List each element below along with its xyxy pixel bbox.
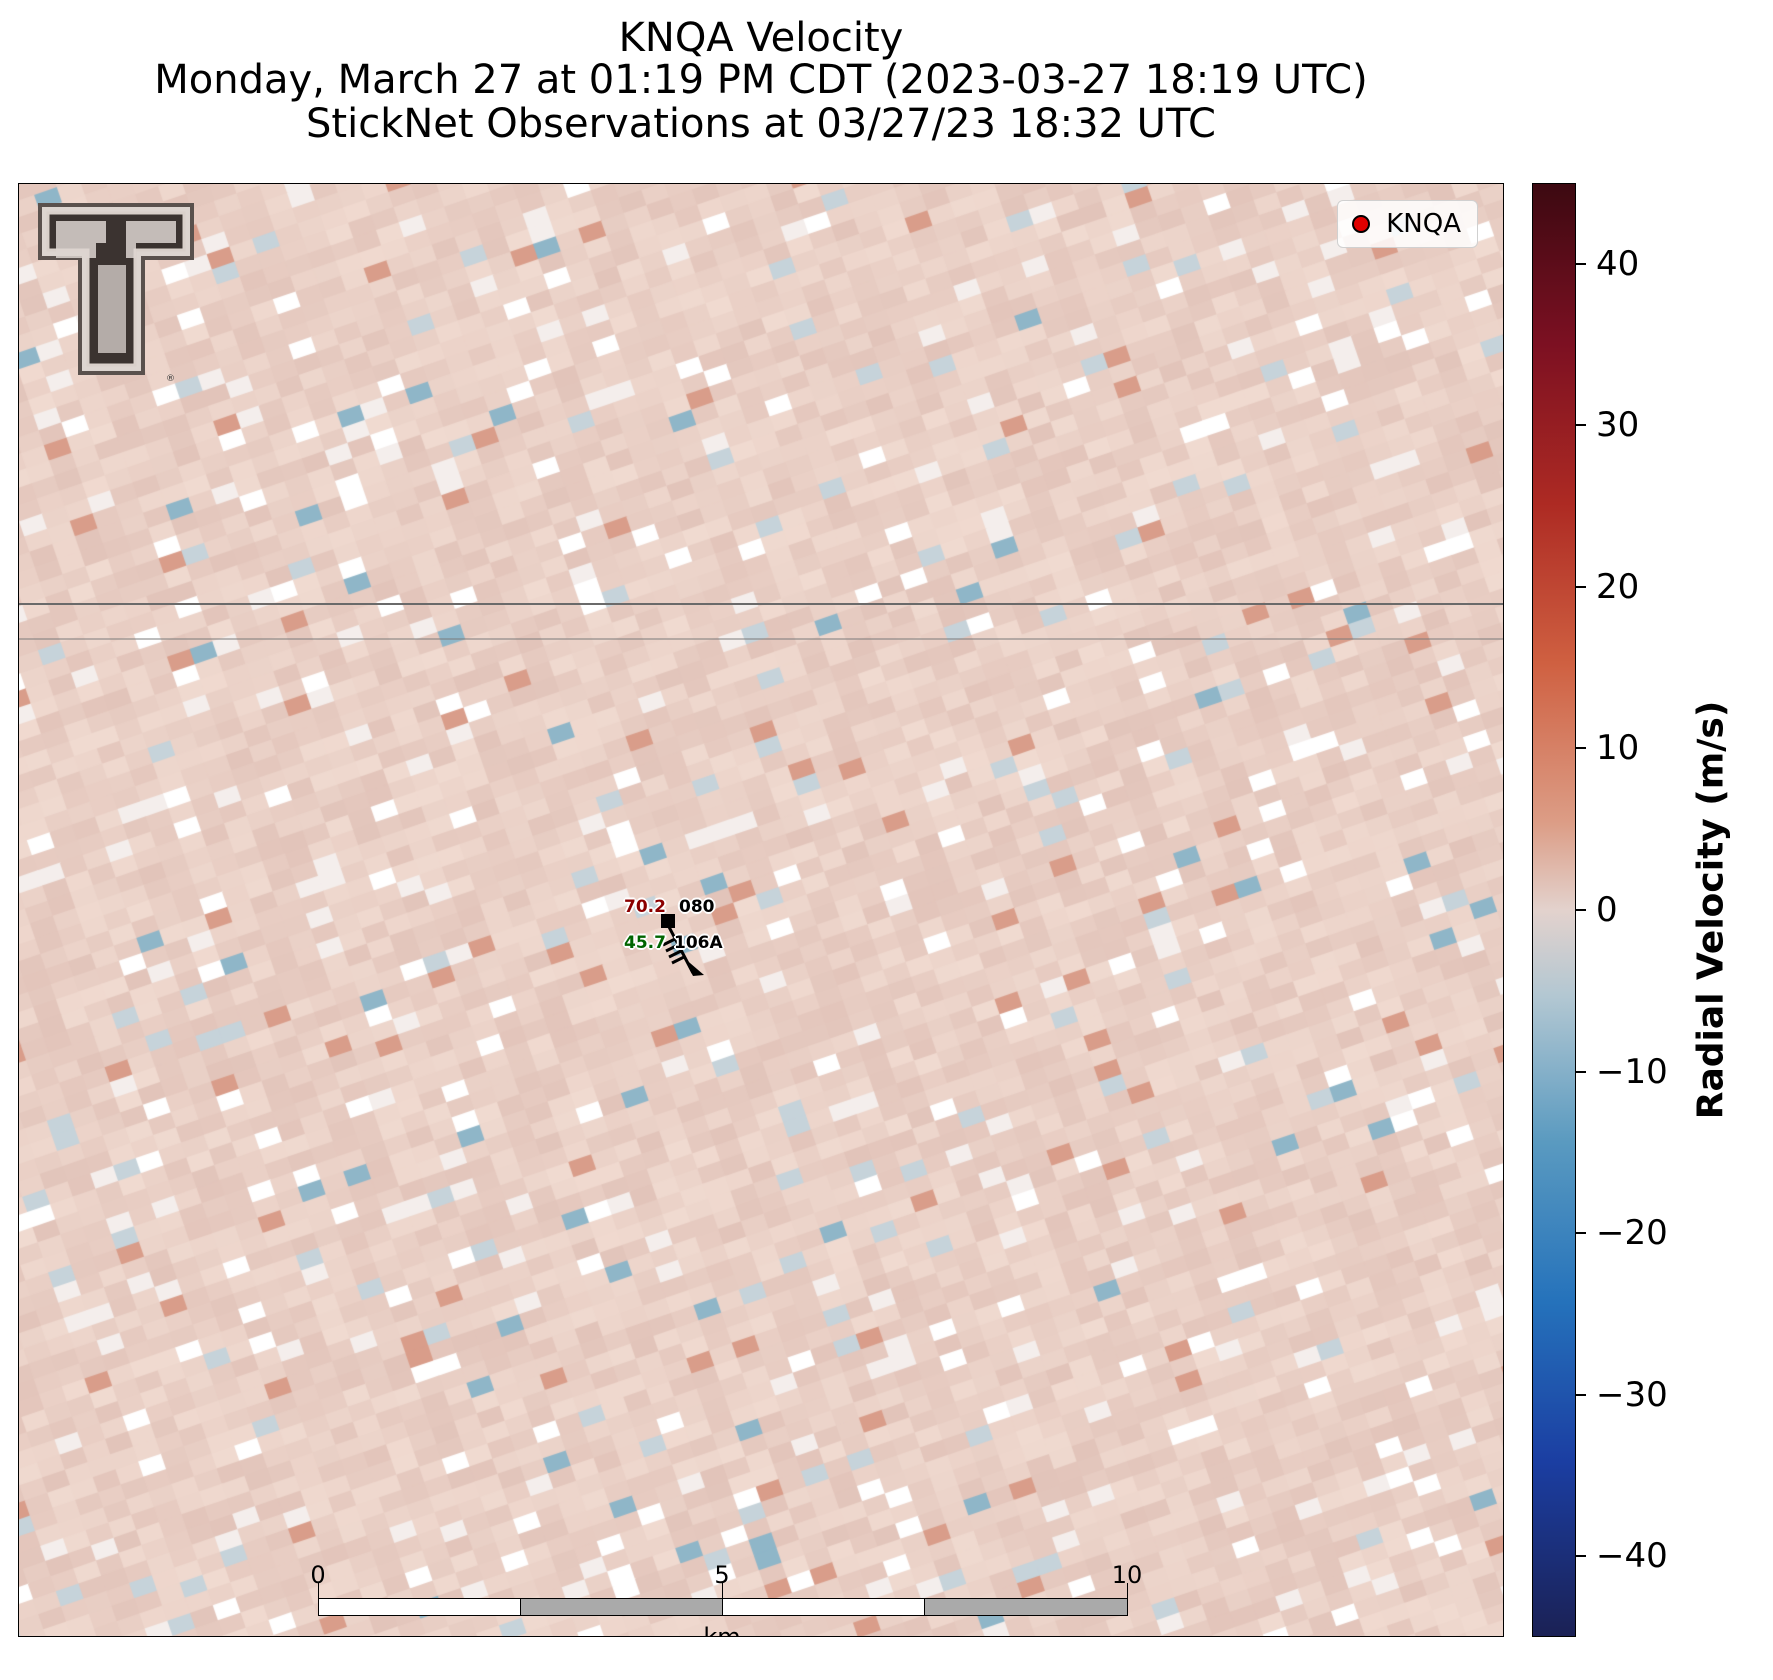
scale-tick: [722, 1583, 723, 1616]
scale-segment: [318, 1598, 521, 1616]
colorbar-tick-label: 10: [1596, 728, 1640, 769]
colorbar-tick-label: −30: [1596, 1374, 1668, 1415]
county-boundaries: [18, 603, 1504, 640]
scale-tick: [1127, 1583, 1128, 1616]
colorbar-title: Radial Velocity (m/s): [1690, 700, 1732, 1120]
station-pressure: 080: [679, 897, 715, 917]
scale-bar: 0 5 10 km: [310, 1561, 1142, 1637]
scale-label-0: 0: [310, 1561, 326, 1589]
colorbar-tick-mark: [1576, 1070, 1586, 1073]
colorbar-tick-label: 20: [1596, 566, 1640, 607]
colorbar-tick-label: 40: [1596, 243, 1640, 284]
colorbar-tick-mark: [1576, 1555, 1586, 1558]
svg-text:®: ®: [166, 374, 175, 384]
colorbar-tick-label: −20: [1596, 1213, 1668, 1254]
colorbar-tick-label: 0: [1596, 890, 1618, 930]
scale-segment: [924, 1598, 1128, 1616]
scale-unit: km: [703, 1623, 741, 1637]
colorbar-tick-mark: [1576, 585, 1586, 588]
station-dewpoint: 45.7: [624, 933, 666, 953]
colorbar-tick-mark: [1576, 1232, 1586, 1235]
scale-segment: [520, 1598, 723, 1616]
legend-label: KNQA: [1386, 209, 1461, 239]
map-legend: KNQA: [1337, 200, 1478, 248]
colorbar-tick-label: −10: [1596, 1051, 1668, 1092]
colorbar-tick-mark: [1576, 1393, 1586, 1396]
map-subtitle: Monday, March 27 at 01:19 PM CDT (2023-0…: [154, 57, 1368, 103]
texas-tech-logo-icon: ®: [38, 203, 194, 384]
colorbar-tick-mark: [1576, 424, 1586, 427]
map-subtitle-observations: StickNet Observations at 03/27/23 18:32 …: [306, 101, 1216, 147]
station-temperature: 70.2: [624, 897, 666, 917]
colorbar-tick-mark: [1576, 909, 1586, 911]
velocity-field: [18, 183, 1504, 1637]
station-marker-icon: [661, 914, 675, 928]
colorbar-tick-mark: [1576, 747, 1586, 750]
radar-velocity-map[interactable]: ® KNQA 70.2 080 45.7 106A 0 5 10 km: [18, 183, 1504, 1637]
station-id: 106A: [674, 933, 723, 953]
colorbar-tick-mark: [1576, 262, 1586, 265]
scale-segment: [722, 1598, 925, 1616]
scale-tick: [318, 1583, 319, 1616]
scale-label-5: 5: [714, 1561, 730, 1589]
radar-site-marker-icon: [1352, 215, 1371, 233]
velocity-colorbar: [1532, 183, 1576, 1637]
colorbar-tick-label: 30: [1596, 405, 1640, 446]
wind-barb-icon: [662, 924, 704, 976]
scale-label-10: 10: [1111, 1561, 1143, 1589]
map-title: KNQA Velocity: [618, 15, 904, 61]
colorbar-tick-label: −40: [1596, 1536, 1668, 1577]
